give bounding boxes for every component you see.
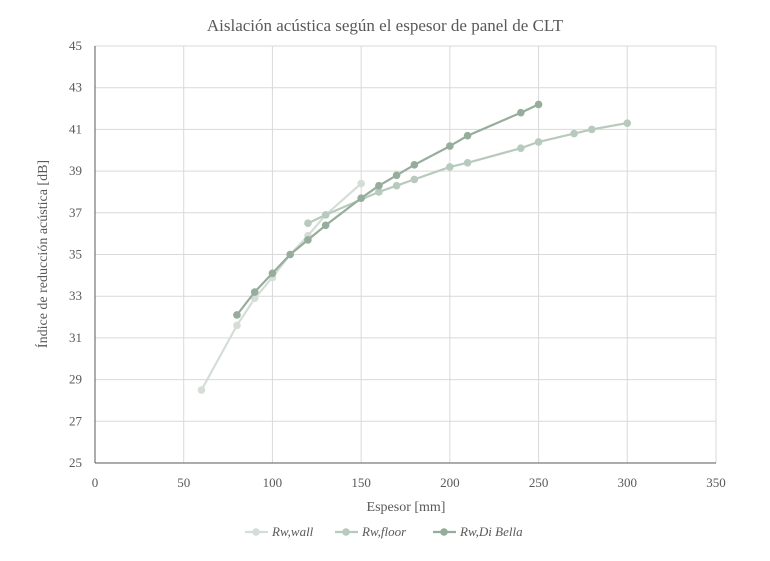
legend-swatch-marker [252,528,260,536]
legend-label: Rw,floor [361,524,407,539]
x-tick-label: 50 [177,475,190,490]
series-2 [304,119,632,228]
data-point [463,131,472,140]
data-point [517,108,525,117]
data-point [446,142,454,150]
data-point [233,311,241,319]
data-point [375,188,383,196]
data-point [268,269,277,278]
y-tick-label: 37 [69,205,83,220]
legend-label: Rw,Di Bella [459,524,523,539]
data-point [321,211,330,219]
data-point [534,138,543,146]
data-point [392,181,401,190]
data-point [304,236,312,244]
data-point [197,386,206,394]
data-point [410,161,419,169]
data-point [375,181,383,190]
data-point [446,163,454,171]
data-point [410,175,419,184]
y-tick-label: 43 [69,80,82,95]
series-line [200,182,362,391]
y-tick-label: 35 [69,247,82,262]
series-line [236,103,540,316]
data-point [588,125,596,134]
legend-swatch-marker [342,528,350,536]
x-axis-label: Espesor [mm] [367,500,446,515]
data-point [250,294,259,303]
grid [95,45,717,463]
plot-area [197,100,632,394]
chart-title: Aislación acústica según el espesor de p… [207,16,564,35]
y-tick-label: 41 [69,121,82,136]
data-point [570,129,578,138]
data-point [534,100,543,109]
series-1 [197,179,365,394]
x-tick-label: 200 [440,475,460,490]
x-tick-label: 100 [263,475,283,490]
x-tick-label: 150 [351,475,371,490]
y-axis-label: Índice de reducción acústica [dB] [34,160,51,348]
x-tick-label: 350 [706,475,726,490]
data-point [623,119,632,127]
y-tick-label: 29 [69,372,82,387]
legend: Rw,wall Rw,floor Rw,Di Bella [245,524,523,539]
x-tick-label: 300 [618,475,638,490]
y-tick-label: 39 [69,163,82,178]
data-point [392,171,401,180]
data-point [286,250,294,259]
data-point [233,321,241,330]
legend-label: Rw,wall [271,524,314,539]
legend-swatch-marker [440,528,448,536]
data-point [357,194,365,203]
data-point [321,221,330,230]
data-point [463,158,472,167]
axes: 25 27 29 31 33 35 37 39 41 43 45 0 50 100 150 200 250 300… [69,38,726,490]
x-tick-label: 250 [529,475,549,490]
data-point [250,288,259,296]
y-tick-label: 31 [69,330,82,345]
data-point [304,219,312,228]
data-point [357,179,365,188]
y-tick-label: 45 [69,38,82,53]
x-tick-label: 0 [92,475,99,490]
y-tick-label: 27 [69,413,83,428]
y-tick-label: 33 [69,288,82,303]
data-point [517,144,525,152]
y-tick-label: 25 [69,455,82,470]
series-3 [233,100,543,319]
